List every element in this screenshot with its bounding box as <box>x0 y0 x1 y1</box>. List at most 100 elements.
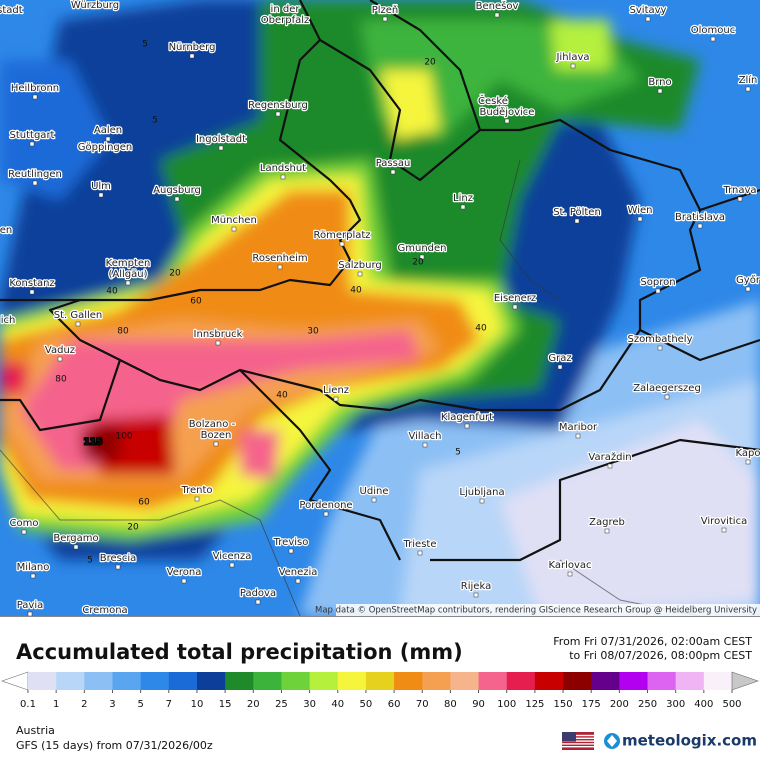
city-label: in der <box>271 4 301 15</box>
city-label: Kapo <box>736 448 760 459</box>
city-label: Rosenheim <box>252 253 307 264</box>
legend-swatch <box>619 672 648 690</box>
city-dot <box>194 496 200 502</box>
city-dot <box>570 63 576 69</box>
city-dot <box>479 498 485 504</box>
brand[interactable]: meteologix.com <box>622 732 757 750</box>
legend-swatch <box>365 672 395 690</box>
contour-label: 100 <box>115 432 132 442</box>
city-dot <box>371 497 377 503</box>
legend-tick-label: 3 <box>109 699 115 710</box>
city-dot <box>710 36 716 42</box>
city-dot <box>745 86 751 92</box>
city-label: Gmunden <box>397 243 446 254</box>
legend-tick-label: 175 <box>582 699 601 710</box>
legend-swatch <box>394 672 423 690</box>
legend-tick-label: 7 <box>166 699 172 710</box>
contour-label: 115 <box>84 438 103 448</box>
city-label: Varaždin <box>588 451 631 463</box>
contour-label: 5 <box>87 556 93 566</box>
city-label: Rijeka <box>461 581 491 592</box>
legend-tick-label: 5 <box>137 699 143 710</box>
title: Accumulated total precipitation (mm) <box>16 640 463 664</box>
city-label: Udine <box>360 486 389 497</box>
city-dot <box>339 241 345 247</box>
city-dot <box>57 356 63 362</box>
legend-tick-label: 20 <box>247 699 260 710</box>
legend-tick-label: 80 <box>444 699 457 710</box>
city-label: Bozen <box>201 430 232 441</box>
contour-label: 30 <box>307 327 319 337</box>
city-label: Innsbruck <box>194 329 243 340</box>
city-dot <box>181 578 187 584</box>
legend-swatch <box>84 672 113 690</box>
city-label: České <box>478 94 508 107</box>
model: GFS (15 days) from 07/31/2026/00z <box>16 739 213 752</box>
city-dot <box>504 118 510 124</box>
brand-logo[interactable]: meteologix.com <box>604 732 757 750</box>
legend-swatch <box>28 672 57 690</box>
contour-label: 20 <box>412 258 424 268</box>
city-label: Göppingen <box>78 142 133 153</box>
city-dot <box>460 204 466 210</box>
city-label: Karlovac <box>548 560 591 571</box>
city-label: Augsburg <box>153 185 201 196</box>
city-label: Konstanz <box>9 278 54 289</box>
legend-swatch <box>591 672 620 690</box>
city-dot <box>745 286 751 292</box>
legend-swatch <box>225 672 254 690</box>
legend-tick-label: 300 <box>666 699 685 710</box>
city-label: Plzeň <box>372 4 399 16</box>
legend-tick-label: 125 <box>525 699 544 710</box>
contour-label: 40 <box>106 287 118 297</box>
city-dot <box>333 396 339 402</box>
city-dot <box>607 463 613 469</box>
city-label: Nürnberg <box>169 42 216 53</box>
city-label: Klagenfurt <box>441 412 493 423</box>
legend-swatch <box>309 672 339 690</box>
legend-tick-label: 0.1 <box>20 699 36 710</box>
city-label: Oberpfalz <box>261 15 310 26</box>
legend-tick-label: 250 <box>638 699 657 710</box>
city-label: Budějovice <box>480 106 535 118</box>
city-dot <box>604 528 610 534</box>
city-dot <box>697 223 703 229</box>
city-label: Römerplatz <box>313 230 370 241</box>
city-label: Como <box>10 518 39 529</box>
legend-swatch <box>140 672 170 690</box>
city-dot <box>218 145 224 151</box>
city-dot <box>494 12 500 18</box>
city-label: Brescia <box>100 553 137 564</box>
city-dot <box>105 136 111 142</box>
legend-tick-label: 15 <box>219 699 232 710</box>
legend-tick-label: 2 <box>81 699 87 710</box>
legend-swatch <box>56 672 85 690</box>
contour-label: 60 <box>138 498 150 508</box>
city-dot <box>255 599 261 605</box>
us-flag[interactable] <box>562 732 594 750</box>
legend: 0.1 1 2 3 5 7 10 15 20 25 30 40 50 60 70 80 90 100 125 150 1… <box>1 671 759 710</box>
legend-swatch <box>112 672 142 690</box>
legend-tick-label: 50 <box>360 699 373 710</box>
contour-label: 40 <box>350 286 362 296</box>
city-dot <box>280 174 286 180</box>
city-dot <box>422 442 428 448</box>
legend-tick-label: 10 <box>191 699 204 710</box>
legend-tick-label: 400 <box>694 699 713 710</box>
city-label: Eisenerz <box>494 293 536 304</box>
city-label: armstadt <box>0 5 23 16</box>
city-label: Győr <box>736 274 760 286</box>
city-dot <box>174 196 180 202</box>
city-dot <box>30 573 36 579</box>
legend-tick-label: 30 <box>303 699 316 710</box>
date-from: From Fri 07/31/2026, 02:00am CEST <box>553 635 752 648</box>
city-dot <box>575 433 581 439</box>
city-label: Wien <box>628 205 653 216</box>
city-dot <box>295 578 301 584</box>
city-label: Bolzano - <box>189 419 236 430</box>
city-dot <box>275 111 281 117</box>
city-dot <box>323 511 329 517</box>
city-dot <box>231 226 237 232</box>
attribution: Map data © OpenStreetMap contributors, r… <box>315 606 757 616</box>
